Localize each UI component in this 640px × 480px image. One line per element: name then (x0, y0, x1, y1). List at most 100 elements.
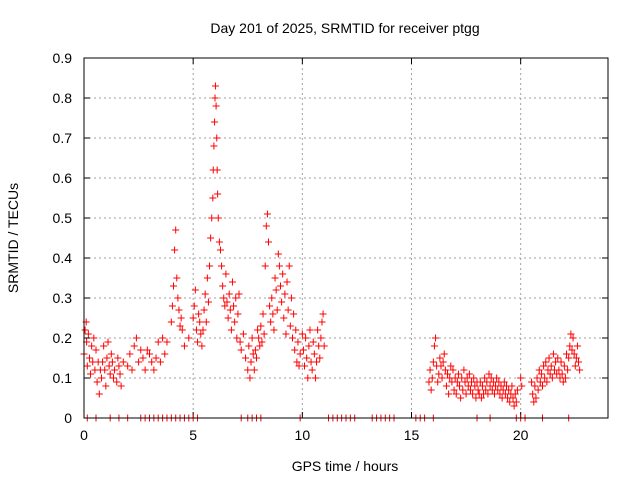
data-point (211, 94, 219, 102)
data-point (189, 314, 197, 322)
data-point (437, 362, 445, 370)
data-point (436, 354, 444, 362)
data-point (191, 286, 199, 294)
data-point (264, 238, 272, 246)
data-point (81, 326, 89, 334)
data-point (571, 362, 579, 370)
data-point (117, 382, 125, 390)
data-point (277, 282, 284, 290)
data-point (482, 386, 490, 394)
data-point (294, 338, 302, 346)
data-point (469, 390, 477, 398)
data-point (258, 338, 266, 346)
data-point (168, 302, 176, 310)
data-point (263, 210, 271, 218)
data-point (529, 390, 537, 398)
data-point (314, 326, 322, 334)
data-point (576, 366, 584, 374)
data-point (178, 326, 186, 334)
data-point (215, 238, 223, 246)
data-point (560, 362, 568, 370)
data-point (278, 298, 286, 306)
data-point (461, 378, 469, 386)
data-point (214, 190, 222, 198)
y-axis-label: SRMTID / TECUs (5, 183, 21, 293)
y-tick-label: 0.7 (53, 130, 73, 146)
data-point (237, 346, 245, 354)
data-point (124, 362, 132, 370)
data-point (471, 382, 479, 390)
y-tick-label: 0.9 (53, 50, 73, 66)
data-point (447, 362, 455, 370)
data-point (103, 354, 111, 362)
data-point (194, 338, 202, 346)
x-tick-label: 20 (513, 427, 529, 443)
data-point (245, 342, 253, 350)
data-point (309, 338, 317, 346)
data-point (152, 354, 160, 362)
data-point (564, 366, 572, 374)
plot-frame (83, 57, 609, 419)
grid (84, 58, 608, 418)
data-point (261, 262, 269, 270)
data-point (317, 334, 325, 342)
data-point (161, 350, 169, 358)
data-point (536, 378, 544, 386)
x-tick-label: 10 (295, 427, 311, 443)
data-point (268, 294, 276, 302)
data-point (170, 282, 178, 290)
data-point (212, 102, 220, 110)
data-point (465, 370, 473, 378)
data-point (274, 250, 282, 258)
data-point (267, 318, 275, 326)
data-point (239, 330, 247, 338)
data-point (566, 342, 574, 350)
data-point (310, 350, 318, 358)
data-point (561, 374, 569, 382)
data-point (209, 194, 217, 202)
data-point (464, 382, 472, 390)
data-point (430, 342, 438, 350)
data-point (211, 118, 219, 126)
data-point (506, 398, 514, 406)
data-point (453, 378, 461, 386)
data-point (569, 334, 577, 342)
data-point (221, 302, 229, 310)
data-point (483, 378, 491, 386)
data-point (510, 402, 518, 410)
data-point (174, 294, 182, 302)
data-point (255, 334, 263, 342)
data-point (202, 318, 210, 326)
data-point (251, 346, 259, 354)
data-point (305, 342, 313, 350)
data-point (463, 374, 471, 382)
data-point (173, 274, 181, 282)
data-point (485, 370, 493, 378)
data-point (185, 334, 193, 342)
data-point (220, 294, 228, 302)
data-point (534, 386, 542, 394)
data-point (231, 318, 239, 326)
data-point (248, 334, 256, 342)
data-point (99, 358, 107, 366)
data-point (196, 318, 204, 326)
data-point (289, 334, 297, 342)
data-point (85, 354, 93, 362)
tick-labels: 0 0.1 0.2 0.3 0.4 0.5 0.6 0.7 0.8 0.9 0 5 10 15 20 (53, 50, 529, 443)
data-point (528, 378, 536, 386)
data-point (175, 306, 183, 314)
data-point (509, 394, 517, 402)
data-point (548, 374, 556, 382)
data-point (540, 362, 548, 370)
data-point (555, 366, 563, 374)
data-point (271, 274, 279, 282)
data-point (543, 378, 551, 386)
data-point (303, 354, 311, 362)
y-tick-label: 0.2 (53, 330, 73, 346)
data-point (116, 370, 124, 378)
data-point (148, 358, 156, 366)
data-point (113, 378, 121, 386)
data-point (427, 386, 435, 394)
data-point (286, 322, 294, 330)
data-point (176, 322, 184, 330)
